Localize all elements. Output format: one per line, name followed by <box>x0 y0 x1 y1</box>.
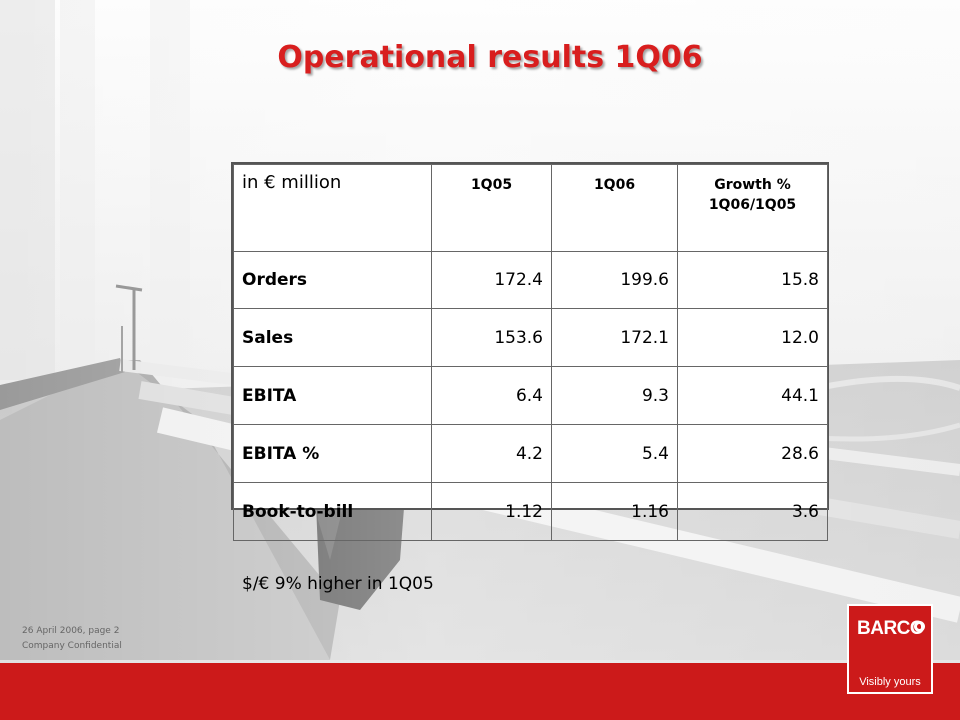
footer-text: 26 April 2006, page 2 Company Confidenti… <box>22 624 122 654</box>
cell-value: 15.8 <box>677 251 828 309</box>
column-header-growth: Growth % 1Q06/1Q05 <box>677 164 828 252</box>
row-label: Sales <box>233 308 432 367</box>
table-row: Orders 172.4 199.6 15.8 <box>233 251 828 309</box>
table-row: Sales 153.6 172.1 12.0 <box>233 308 828 367</box>
column-header-growth-line1: Growth % <box>714 177 791 193</box>
cell-value: 28.6 <box>677 424 828 483</box>
exchange-rate-note: $/€ 9% higher in 1Q05 <box>242 574 434 594</box>
row-label: EBITA <box>233 366 432 425</box>
table-header-row: in € million 1Q05 1Q06 Growth % 1Q06/1Q0… <box>233 164 828 252</box>
cell-value: 5.4 <box>551 424 678 483</box>
row-label: EBITA % <box>233 424 432 483</box>
cell-value: 9.3 <box>551 366 678 425</box>
cell-value: 172.1 <box>551 308 678 367</box>
logo-circle-icon <box>914 621 925 632</box>
cell-value: 4.2 <box>431 424 552 483</box>
table-row: Book-to-bill 1.12 1.16 3.6 <box>233 482 828 541</box>
column-header-1q06: 1Q06 <box>551 164 678 252</box>
unit-label: in € million <box>233 164 432 252</box>
cell-value: 12.0 <box>677 308 828 367</box>
cell-value: 199.6 <box>551 251 678 309</box>
slide-title: Operational results 1Q06 <box>277 40 703 75</box>
column-header-1q05: 1Q05 <box>431 164 552 252</box>
footer-date-page: 26 April 2006, page 2 <box>22 626 120 636</box>
cell-value: 3.6 <box>677 482 828 541</box>
footer-red-band <box>0 663 960 720</box>
table-row: EBITA 6.4 9.3 44.1 <box>233 366 828 425</box>
results-table: in € million 1Q05 1Q06 Growth % 1Q06/1Q0… <box>231 162 829 541</box>
cell-value: 153.6 <box>431 308 552 367</box>
cell-value: 172.4 <box>431 251 552 309</box>
logo-tagline: Visibly yours <box>859 676 921 688</box>
footer-confidential: Company Confidential <box>22 641 122 651</box>
table-row: EBITA % 4.2 5.4 28.6 <box>233 424 828 483</box>
barco-logo: BARCO Visibly yours <box>847 604 933 694</box>
column-header-growth-line2: 1Q06/1Q05 <box>708 197 797 213</box>
row-label: Orders <box>233 251 432 309</box>
cell-value: 44.1 <box>677 366 828 425</box>
row-label: Book-to-bill <box>233 482 432 541</box>
cell-value: 1.16 <box>551 482 678 541</box>
cell-value: 6.4 <box>431 366 552 425</box>
cell-value: 1.12 <box>431 482 552 541</box>
logo-wordmark: BARCO <box>857 618 925 639</box>
